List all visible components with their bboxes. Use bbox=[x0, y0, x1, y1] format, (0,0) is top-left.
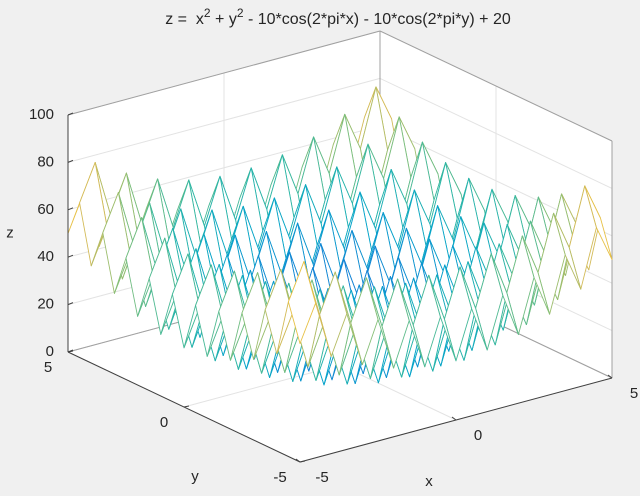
x-axis-label: x bbox=[425, 473, 433, 490]
x-tick-label: 5 bbox=[630, 385, 638, 402]
x-tick bbox=[607, 374, 613, 379]
title-part: z = x bbox=[165, 11, 204, 28]
box-edge bbox=[379, 30, 613, 142]
x-tick-label: 0 bbox=[474, 427, 482, 444]
z-tick-label: 100 bbox=[29, 106, 54, 123]
box-edge bbox=[67, 30, 381, 116]
mesh-cell bbox=[287, 261, 317, 344]
z-tick bbox=[67, 207, 74, 211]
z-tick bbox=[67, 112, 74, 116]
z-tick bbox=[67, 254, 74, 258]
title-superscript: 2 bbox=[204, 6, 211, 20]
z-tick bbox=[67, 159, 74, 163]
z-tick-label: 60 bbox=[37, 201, 54, 218]
z-tick-label: 80 bbox=[37, 153, 54, 170]
y-tick-label: 0 bbox=[160, 414, 168, 431]
z-tick-label: 0 bbox=[46, 343, 54, 360]
x-tick bbox=[451, 416, 457, 421]
y-axis-label: y bbox=[191, 468, 199, 485]
title-superscript: 2 bbox=[237, 6, 244, 20]
z-tick-label: 40 bbox=[37, 248, 54, 265]
title-part: - 10*cos(2*pi*x) - 10*cos(2*pi*y) + 20 bbox=[244, 11, 511, 28]
z-axis-label: z bbox=[6, 224, 14, 241]
x-tick bbox=[295, 458, 301, 463]
title-part: + y bbox=[211, 11, 237, 28]
y-tick bbox=[183, 405, 190, 408]
y-tick-label: -5 bbox=[273, 469, 286, 486]
chart-title: z = x2 + y2 - 10*cos(2*pi*x) - 10*cos(2*… bbox=[165, 6, 511, 28]
y-tick bbox=[67, 350, 74, 353]
y-tick-label: 5 bbox=[44, 359, 52, 376]
z-tick bbox=[67, 302, 74, 306]
z-tick-label: 20 bbox=[37, 296, 54, 313]
x-tick-label: -5 bbox=[315, 469, 328, 486]
y-tick bbox=[299, 460, 306, 463]
